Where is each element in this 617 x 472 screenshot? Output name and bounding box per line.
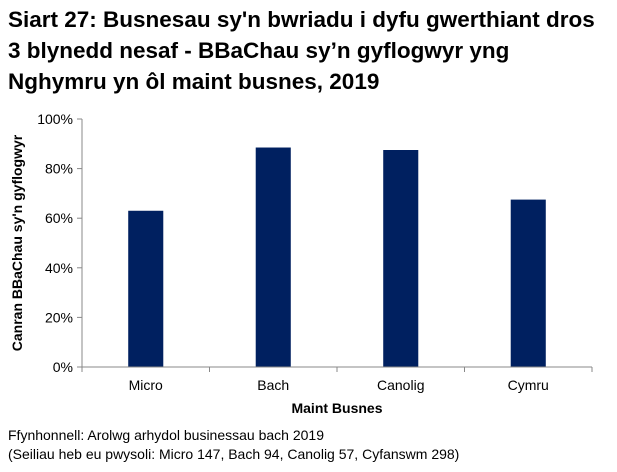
y-tick-label: 40%	[45, 260, 73, 276]
x-tick-label: Bach	[257, 377, 289, 393]
bar-canolig	[383, 150, 419, 367]
y-axis-title-wrap: Canran BBaChau sy'n gyflogwyr	[2, 118, 32, 368]
bar-cymru	[510, 199, 546, 367]
source-line: Ffynhonnell: Arolwg arhydol businessau b…	[8, 427, 324, 443]
x-axis-title: Maint Busnes	[291, 400, 383, 416]
x-tick-label: Canolig	[377, 377, 424, 393]
x-tick-label: Micro	[129, 377, 163, 393]
y-tick-label: 60%	[45, 210, 73, 226]
bar-bach	[255, 147, 291, 367]
x-axis: Micro Bach Canolig Cymru	[81, 366, 593, 393]
y-tick-label: 0%	[53, 359, 73, 375]
y-tick-label: 20%	[45, 309, 73, 325]
x-tick-label: Cymru	[508, 377, 549, 393]
bars	[128, 147, 546, 367]
y-tick-label: 80%	[45, 161, 73, 177]
y-tick-label: 100%	[37, 111, 73, 127]
sample-bases-note: (Seiliau heb eu pwysoli: Micro 147, Bach…	[8, 446, 460, 462]
bar-micro	[128, 210, 164, 367]
y-axis-title: Canran BBaChau sy'n gyflogwyr	[9, 134, 25, 352]
chart-title: Siart 27: Busnesau sy'n bwriadu i dyfu g…	[8, 7, 595, 94]
y-axis: 0% 20% 40% 60% 80% 100%	[37, 111, 83, 375]
source-note: Ffynhonnell: Arolwg arhydol businessau b…	[8, 426, 459, 464]
